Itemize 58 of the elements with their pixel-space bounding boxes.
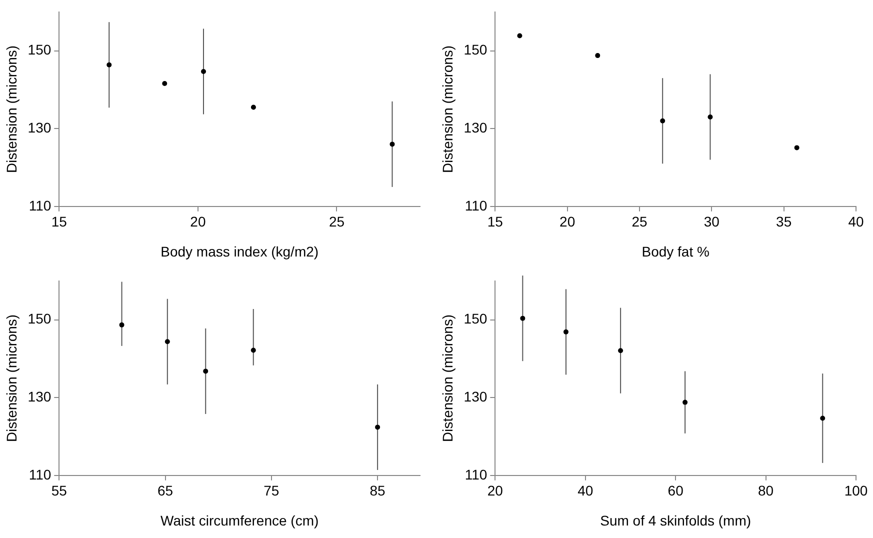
point: [203, 368, 208, 374]
x-tick-label: 30: [704, 214, 720, 230]
y-tick-label: 110: [464, 466, 488, 482]
x-tick-label: 35: [776, 214, 792, 230]
x-tick-label: 25: [328, 214, 345, 230]
point: [517, 33, 522, 38]
point: [390, 142, 395, 147]
x-tick-label: 25: [632, 214, 648, 230]
y-axis-title: Distension (microns): [3, 45, 20, 173]
y-tick-label: 130: [464, 120, 488, 136]
x-tick-label: 85: [370, 482, 386, 499]
point: [119, 322, 124, 328]
y-tick-label: 110: [28, 466, 52, 482]
y-tick-label: 150: [28, 310, 52, 327]
x-tick-label: 20: [560, 214, 576, 230]
point: [708, 114, 713, 120]
x-tick-label: 20: [487, 482, 504, 499]
x-tick-label: 75: [264, 482, 280, 499]
y-tick-label: 110: [464, 197, 488, 214]
point: [250, 348, 256, 353]
x-tick-label: 60: [668, 482, 684, 499]
point: [618, 348, 624, 354]
y-tick-label: 110: [28, 197, 52, 214]
point: [682, 400, 688, 405]
y-tick-label: 130: [28, 388, 52, 404]
y-axis-title: Distension (microns): [439, 314, 456, 442]
x-tick-label: 100: [844, 482, 868, 499]
x-tick-label: 80: [758, 482, 774, 499]
x-tick-label: 40: [848, 214, 864, 230]
x-axis-title: Sum of 4 skinfolds (mm): [600, 512, 752, 528]
x-tick-label: 20: [190, 214, 206, 230]
point: [820, 416, 826, 421]
point: [162, 81, 168, 86]
point: [375, 424, 380, 430]
point: [164, 339, 170, 344]
y-tick-label: 130: [464, 388, 488, 404]
y-tick-label: 150: [464, 42, 488, 58]
x-tick-label: 15: [487, 214, 504, 230]
y-tick-label: 130: [28, 120, 52, 136]
y-axis-title: Distension (microns): [439, 45, 456, 173]
point: [250, 104, 256, 110]
point: [595, 53, 600, 58]
point: [794, 145, 800, 150]
y-tick-label: 150: [464, 310, 488, 327]
x-tick-label: 15: [51, 214, 68, 230]
x-axis-title: Body fat %: [642, 243, 710, 260]
x-axis-title: Body mass index (kg/m2): [160, 243, 319, 260]
x-axis-title: Waist circumference (cm): [160, 512, 319, 528]
point: [660, 118, 666, 124]
x-tick-label: 55: [51, 482, 68, 499]
point: [106, 62, 112, 68]
y-tick-label: 150: [28, 42, 52, 58]
x-tick-label: 65: [158, 482, 174, 499]
x-tick-label: 40: [578, 482, 594, 499]
y-axis-title: Distension (microns): [3, 314, 20, 442]
point: [563, 329, 568, 334]
point: [520, 316, 526, 321]
point: [200, 68, 206, 74]
